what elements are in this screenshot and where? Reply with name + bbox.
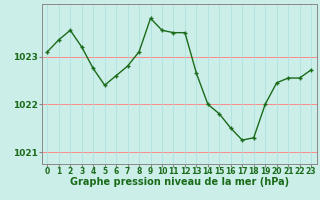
X-axis label: Graphe pression niveau de la mer (hPa): Graphe pression niveau de la mer (hPa) [70,177,289,187]
